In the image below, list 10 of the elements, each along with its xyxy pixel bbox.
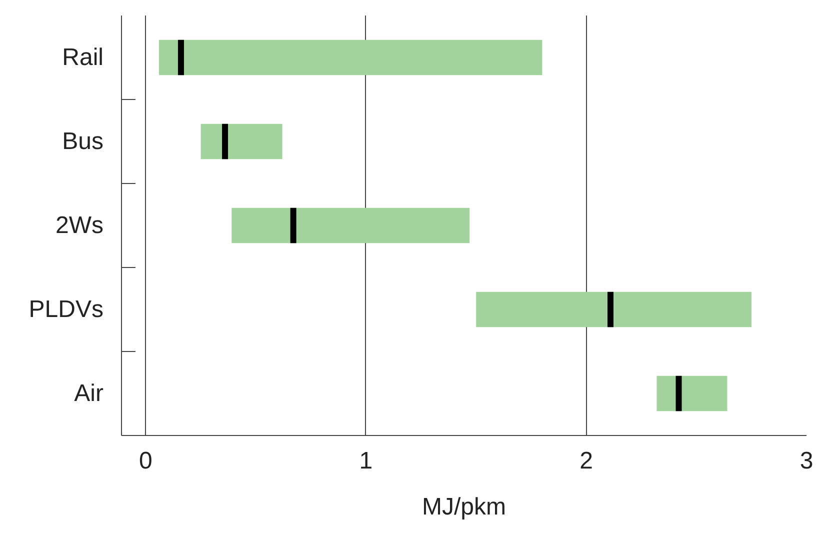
x-axis-title: MJ/pkm [422, 494, 506, 520]
y-tick-label: Air [74, 380, 104, 407]
x-tick-label: 2 [580, 448, 593, 474]
x-tick-label: 3 [800, 448, 814, 474]
x-tick-label: 1 [359, 448, 373, 474]
x-tick-label: 0 [139, 448, 152, 474]
y-tick-label: 2Ws [56, 212, 104, 239]
y-tick-label: Bus [62, 128, 104, 155]
y-tick-label: Rail [62, 44, 104, 71]
y-tick-label: PLDVs [28, 296, 104, 323]
